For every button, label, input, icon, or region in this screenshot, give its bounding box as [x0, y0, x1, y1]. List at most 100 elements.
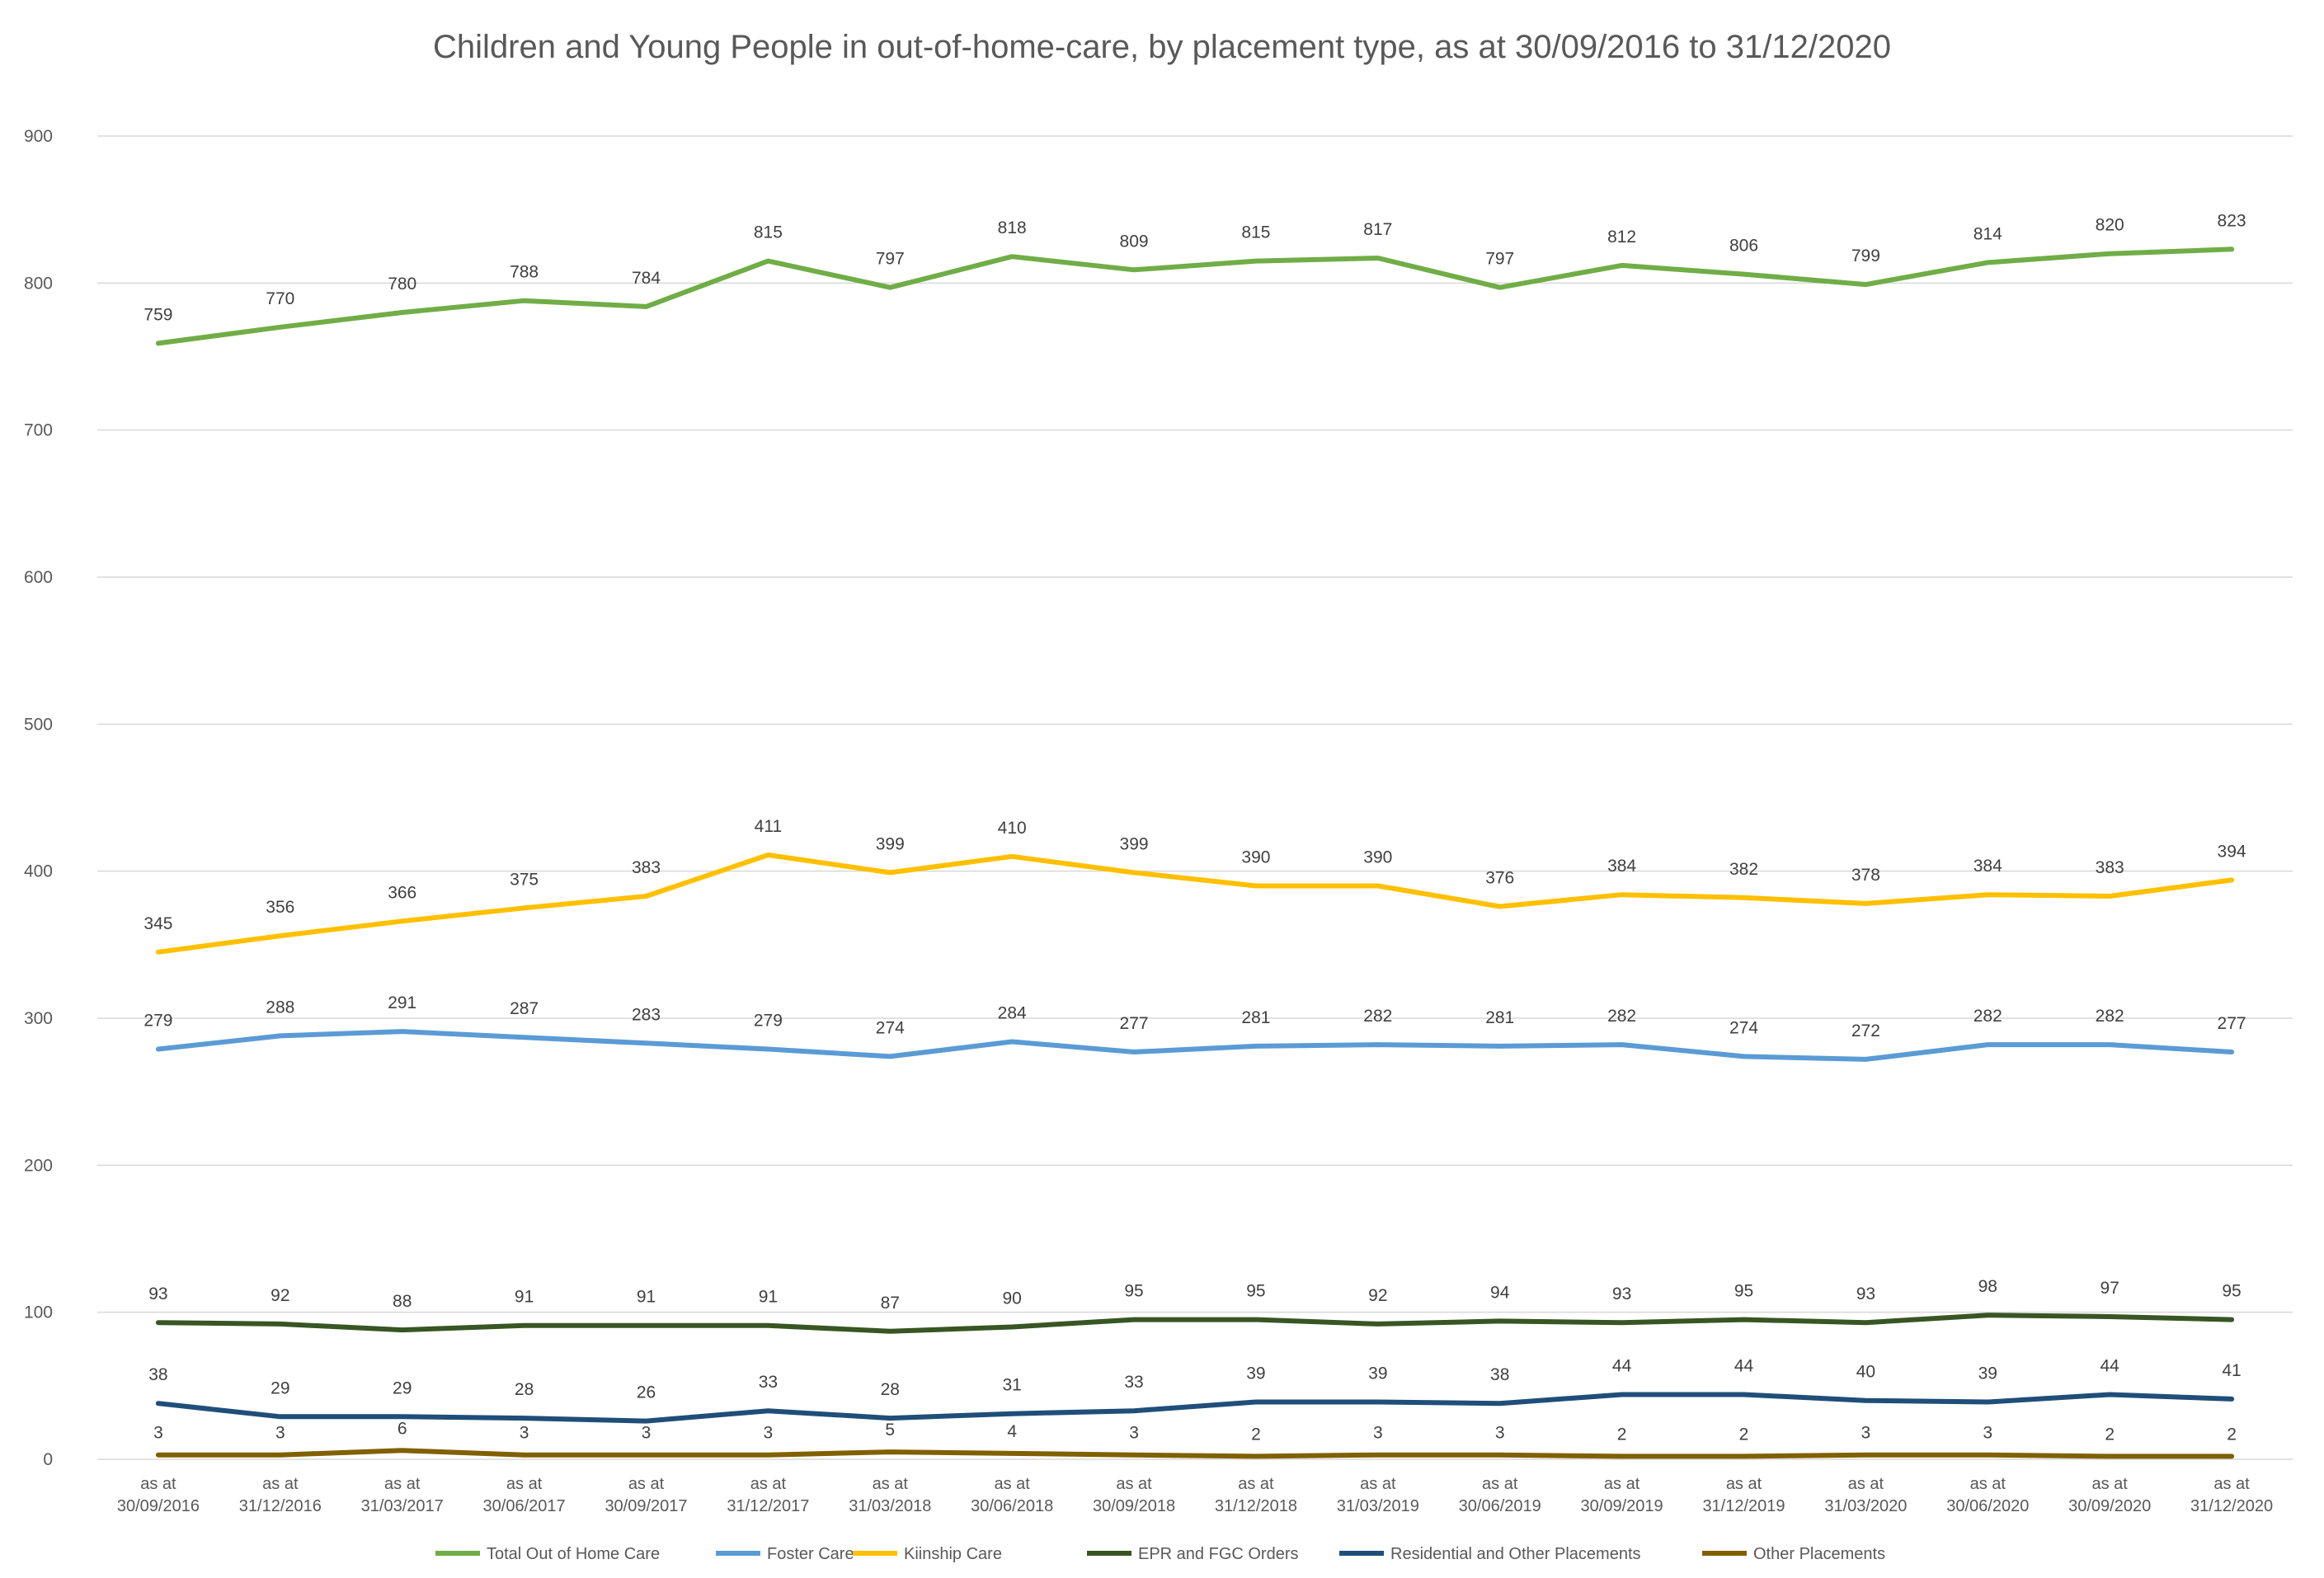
y-axis: 0 100 200 300 400 500 600 700 800 900 — [24, 127, 53, 1469]
y-tick-label: 300 — [24, 1009, 53, 1028]
data-label-foster-care: 283 — [632, 1005, 661, 1024]
data-label-epr-and-fgc-orders: 95 — [1734, 1282, 1753, 1301]
series-line-other-placements — [155, 1448, 2235, 1459]
data-label-residential-and-other-placements: 44 — [1734, 1357, 1754, 1376]
x-tick-label: as at 30/06/2020 — [1946, 1475, 2029, 1515]
data-label-residential-and-other-placements: 41 — [2222, 1361, 2241, 1380]
legend-label-other-placements: Other Placements — [1753, 1545, 1885, 1563]
data-label-kiinship-care: 382 — [1729, 860, 1758, 879]
series-line-epr-and-fgc-orders — [155, 1313, 2235, 1334]
data-label-kiinship-care: 411 — [755, 817, 782, 836]
data-label-epr-and-fgc-orders: 91 — [637, 1288, 656, 1307]
data-label-epr-and-fgc-orders: 93 — [1612, 1284, 1631, 1303]
data-label-total-out-of-home-care: 806 — [1729, 237, 1758, 256]
data-label-residential-and-other-placements: 33 — [759, 1373, 778, 1392]
data-label-foster-care: 282 — [1363, 1007, 1392, 1026]
data-label-residential-and-other-placements: 39 — [1246, 1364, 1265, 1383]
series-lines — [155, 247, 2235, 1459]
data-label-foster-care: 291 — [388, 993, 416, 1012]
data-label-other-placements: 3 — [1373, 1424, 1383, 1443]
data-label-foster-care: 272 — [1851, 1021, 1880, 1040]
data-label-total-out-of-home-care: 759 — [143, 305, 172, 324]
data-label-total-out-of-home-care: 814 — [1974, 224, 2002, 243]
data-label-total-out-of-home-care: 820 — [2096, 216, 2124, 235]
data-label-epr-and-fgc-orders: 93 — [1856, 1284, 1875, 1303]
data-label-residential-and-other-placements: 44 — [1612, 1357, 1632, 1376]
data-label-foster-care: 274 — [876, 1018, 905, 1037]
data-label-epr-and-fgc-orders: 87 — [881, 1294, 900, 1313]
data-label-other-placements: 2 — [2227, 1425, 2237, 1444]
data-label-kiinship-care: 384 — [1974, 857, 2002, 876]
data-label-residential-and-other-placements: 33 — [1124, 1373, 1143, 1392]
series-line-foster-care — [155, 1029, 2235, 1062]
y-tick-label: 900 — [24, 127, 53, 146]
data-label-epr-and-fgc-orders: 91 — [515, 1288, 534, 1307]
y-tick-label: 500 — [24, 715, 53, 734]
data-label-kiinship-care: 390 — [1363, 848, 1392, 867]
x-tick-label: as at 30/06/2019 — [1459, 1475, 1541, 1515]
data-labels: 759 770 780 788 784 815 797 818 809 815 817 797 812 8… — [143, 211, 2246, 1444]
series-line-residential-and-other-placements — [155, 1392, 2235, 1424]
data-label-other-placements: 3 — [1983, 1424, 1992, 1443]
data-label-epr-and-fgc-orders: 94 — [1490, 1283, 1510, 1302]
data-label-total-out-of-home-care: 823 — [2218, 211, 2246, 230]
data-label-epr-and-fgc-orders: 95 — [2222, 1282, 2241, 1301]
series-line-kiinship-care — [155, 852, 2235, 955]
x-tick-label: as at 31/03/2019 — [1337, 1475, 1419, 1515]
data-label-total-out-of-home-care: 770 — [266, 289, 294, 308]
gridlines — [97, 135, 2293, 1460]
data-label-foster-care: 288 — [266, 998, 294, 1017]
legend-label-residential-and-other-placements: Residential and Other Placements — [1390, 1545, 1641, 1563]
data-label-epr-and-fgc-orders: 91 — [759, 1288, 778, 1307]
data-label-other-placements: 2 — [1739, 1425, 1749, 1444]
data-label-total-out-of-home-care: 815 — [1241, 223, 1270, 242]
y-tick-label: 600 — [24, 568, 53, 587]
data-label-total-out-of-home-care: 784 — [632, 269, 661, 288]
y-tick-label: 800 — [24, 274, 53, 293]
data-label-kiinship-care: 375 — [510, 870, 539, 889]
data-label-foster-care: 279 — [143, 1011, 172, 1030]
data-label-kiinship-care: 384 — [1607, 857, 1636, 876]
data-label-other-placements: 3 — [1129, 1424, 1139, 1443]
data-label-total-out-of-home-care: 817 — [1363, 220, 1392, 239]
data-label-other-placements: 3 — [153, 1424, 163, 1443]
data-label-residential-and-other-placements: 40 — [1856, 1363, 1875, 1382]
data-label-residential-and-other-placements: 26 — [637, 1383, 656, 1402]
data-label-total-out-of-home-care: 815 — [754, 223, 783, 242]
data-label-kiinship-care: 399 — [876, 834, 905, 853]
data-label-total-out-of-home-care: 809 — [1120, 232, 1149, 251]
data-label-epr-and-fgc-orders: 90 — [1002, 1289, 1021, 1308]
data-label-residential-and-other-placements: 39 — [1368, 1364, 1387, 1383]
data-label-other-placements: 3 — [275, 1424, 285, 1443]
data-label-kiinship-care: 376 — [1485, 868, 1514, 887]
data-label-other-placements: 3 — [1861, 1424, 1871, 1443]
x-tick-label: as at 31/12/2020 — [2190, 1475, 2273, 1515]
x-tick-label: as at 31/03/2017 — [361, 1475, 444, 1515]
data-label-total-out-of-home-care: 780 — [388, 275, 416, 294]
data-label-total-out-of-home-care: 812 — [1607, 228, 1636, 247]
data-label-kiinship-care: 383 — [2096, 858, 2124, 877]
y-tick-label: 700 — [24, 421, 53, 440]
data-label-total-out-of-home-care: 788 — [510, 263, 539, 282]
y-tick-label: 200 — [24, 1156, 53, 1175]
y-tick-label: 400 — [24, 862, 53, 881]
data-label-epr-and-fgc-orders: 97 — [2100, 1279, 2119, 1298]
data-label-other-placements: 2 — [2105, 1425, 2115, 1444]
data-label-total-out-of-home-care: 797 — [1485, 250, 1514, 269]
data-label-kiinship-care: 410 — [998, 819, 1027, 838]
data-label-kiinship-care: 399 — [1120, 834, 1149, 853]
legend-label-total-out-of-home-care: Total Out of Home Care — [487, 1545, 660, 1563]
data-label-other-placements: 3 — [642, 1424, 652, 1443]
data-label-residential-and-other-placements: 38 — [148, 1365, 167, 1384]
x-tick-label: as at 30/09/2019 — [1581, 1475, 1663, 1515]
data-label-kiinship-care: 383 — [632, 858, 661, 877]
data-label-epr-and-fgc-orders: 88 — [393, 1292, 412, 1311]
data-label-foster-care: 279 — [754, 1011, 783, 1030]
x-tick-label: as at 31/12/2019 — [1702, 1475, 1785, 1515]
data-label-epr-and-fgc-orders: 92 — [1368, 1286, 1387, 1305]
x-tick-label: as at 30/09/2016 — [117, 1475, 200, 1515]
data-label-other-placements: 3 — [520, 1424, 529, 1443]
data-label-residential-and-other-placements: 44 — [2100, 1357, 2119, 1376]
data-label-epr-and-fgc-orders: 95 — [1124, 1282, 1143, 1301]
